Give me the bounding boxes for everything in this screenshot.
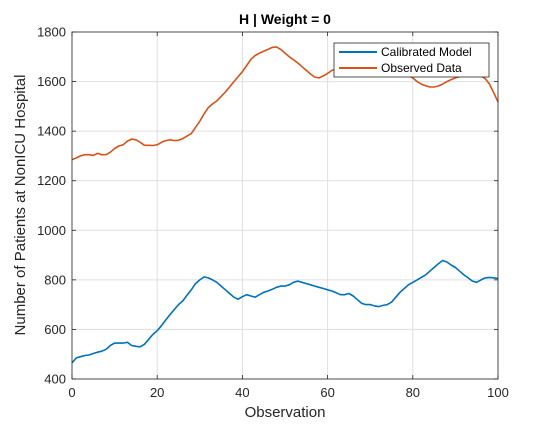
series-line-observed-data xyxy=(71,46,499,161)
series-line-calibrated-model xyxy=(71,259,499,364)
chart-title: H | Weight = 0 xyxy=(239,11,331,27)
x-tick-label: 60 xyxy=(320,385,334,400)
x-tick-label: 100 xyxy=(487,385,509,400)
legend-label-observed-data: Observed Data xyxy=(381,61,462,75)
legend-label-calibrated-model: Calibrated Model xyxy=(381,45,472,59)
x-tick-label: 0 xyxy=(68,385,75,400)
y-tick-label: 1800 xyxy=(37,25,66,40)
y-tick-label: 1600 xyxy=(37,74,66,89)
y-tick-label: 400 xyxy=(44,372,66,387)
x-axis-title: Observation xyxy=(245,404,326,421)
x-tick-label: 20 xyxy=(150,385,164,400)
plot-background xyxy=(72,32,498,379)
axes-frame xyxy=(71,31,499,380)
axes xyxy=(71,31,499,380)
y-tick-label: 600 xyxy=(44,322,66,337)
y-axis-title: Number of Patients at NonICU Hospital xyxy=(12,75,29,336)
y-tick-label: 1400 xyxy=(37,124,66,139)
y-tick-label: 800 xyxy=(44,272,66,287)
x-tick-label: 40 xyxy=(235,385,249,400)
legend-box xyxy=(333,42,490,78)
tick-labels: 0 20 40 60 80 100 400 600 800 1000 1200 1400 1600 180… xyxy=(37,25,509,401)
y-tick-label: 1200 xyxy=(37,173,66,188)
y-tick-label: 1000 xyxy=(37,223,66,238)
x-tick-label: 80 xyxy=(406,385,420,400)
series-lines xyxy=(71,46,499,364)
legend: Calibrated Model Observed Data xyxy=(333,42,490,78)
